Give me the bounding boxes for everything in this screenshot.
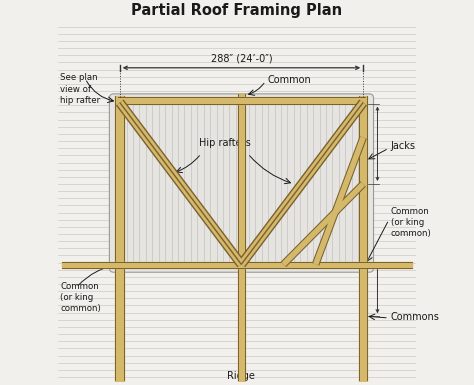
Text: Hip rafters: Hip rafters (199, 138, 250, 148)
Text: Ridge: Ridge (228, 370, 255, 380)
Text: Jacks: Jacks (391, 141, 416, 151)
Text: Common: Common (267, 75, 311, 85)
FancyBboxPatch shape (109, 94, 374, 272)
Text: Commons: Commons (391, 312, 439, 322)
Text: Common
(or king
common): Common (or king common) (60, 282, 101, 313)
Text: 288″ (24’-0″): 288″ (24’-0″) (210, 54, 272, 64)
Text: See plan
view of
hip rafter: See plan view of hip rafter (60, 73, 100, 105)
Text: Common
(or king
common): Common (or king common) (391, 207, 431, 238)
Title: Partial Roof Framing Plan: Partial Roof Framing Plan (131, 3, 343, 18)
